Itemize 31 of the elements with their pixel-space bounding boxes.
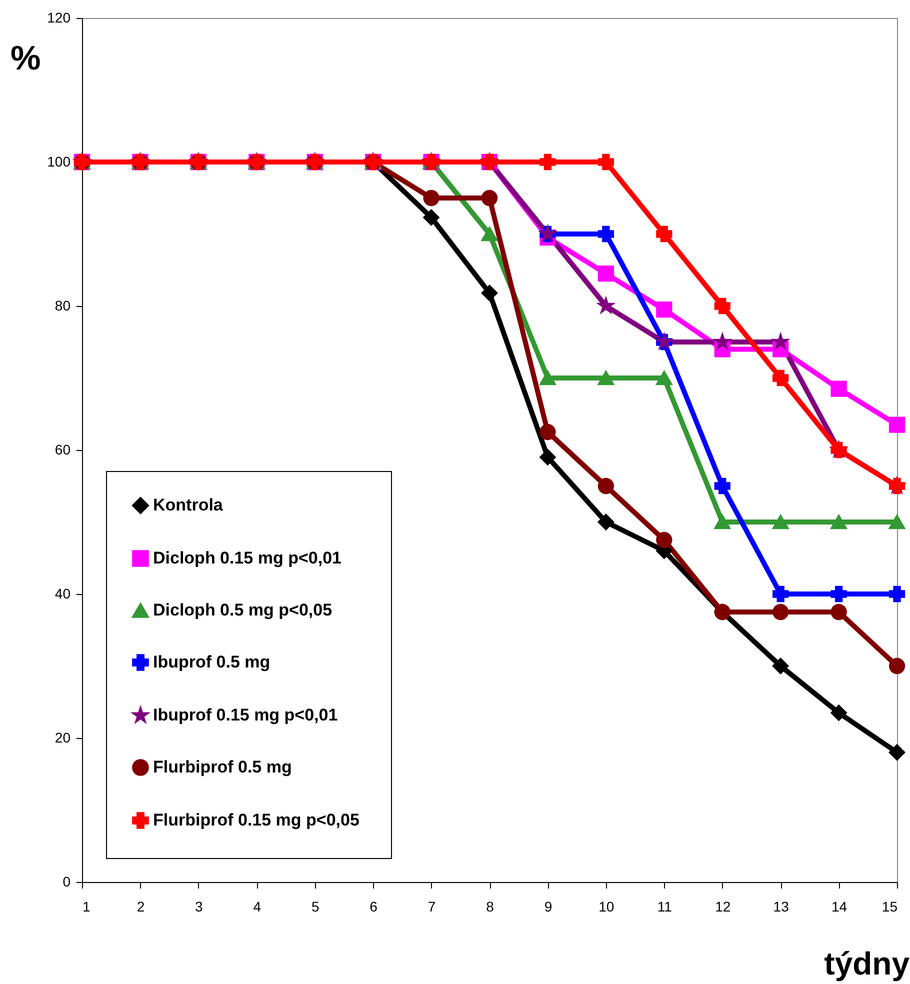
x-tick-label: 3 [195,898,204,914]
x-tick-label: 7 [428,898,436,914]
x-axis-title: týdny [824,946,910,982]
x-tick-label: 13 [773,898,790,914]
legend-label: Flurbiprof 0.5 mg [153,758,292,776]
x-tick-label: 8 [486,898,494,914]
x-tick-label: 5 [311,898,320,914]
y-axis-title: % [10,40,41,78]
legend-label: Flurbiprof 0.15 mg p<0,05 [153,810,360,830]
legend-label: Ibuprof 0.15 mg p<0,01 [153,706,338,724]
y-tick-label: 60 [54,442,71,458]
x-tick-label: 6 [370,898,378,914]
y-tick-label: 20 [54,730,71,746]
legend-label: Kontrola [153,496,224,514]
legend-label: Dicloph 0.15 mg p<0,01 [153,548,342,568]
x-tick-label: 12 [715,898,731,914]
x-tick-label: 4 [253,898,262,914]
x-tick-label: 1 [82,898,90,914]
y-tick-label: 80 [54,298,71,314]
x-tick-label: 14 [831,898,848,914]
y-tick-label: 120 [47,10,71,26]
legend-label: Dicloph 0.5 mg p<0,05 [153,600,332,620]
x-tick-label: 10 [598,898,614,914]
y-tick-label: 40 [54,586,71,602]
x-tick-label: 15 [882,898,898,914]
x-tick-label: 9 [544,898,552,914]
x-tick-label: 2 [136,898,145,914]
legend-label: Ibuprof 0.5 mg [153,652,270,672]
x-tick-label: 11 [657,898,672,914]
y-tick-label: 0 [62,874,71,890]
y-tick-label: 100 [47,154,71,170]
